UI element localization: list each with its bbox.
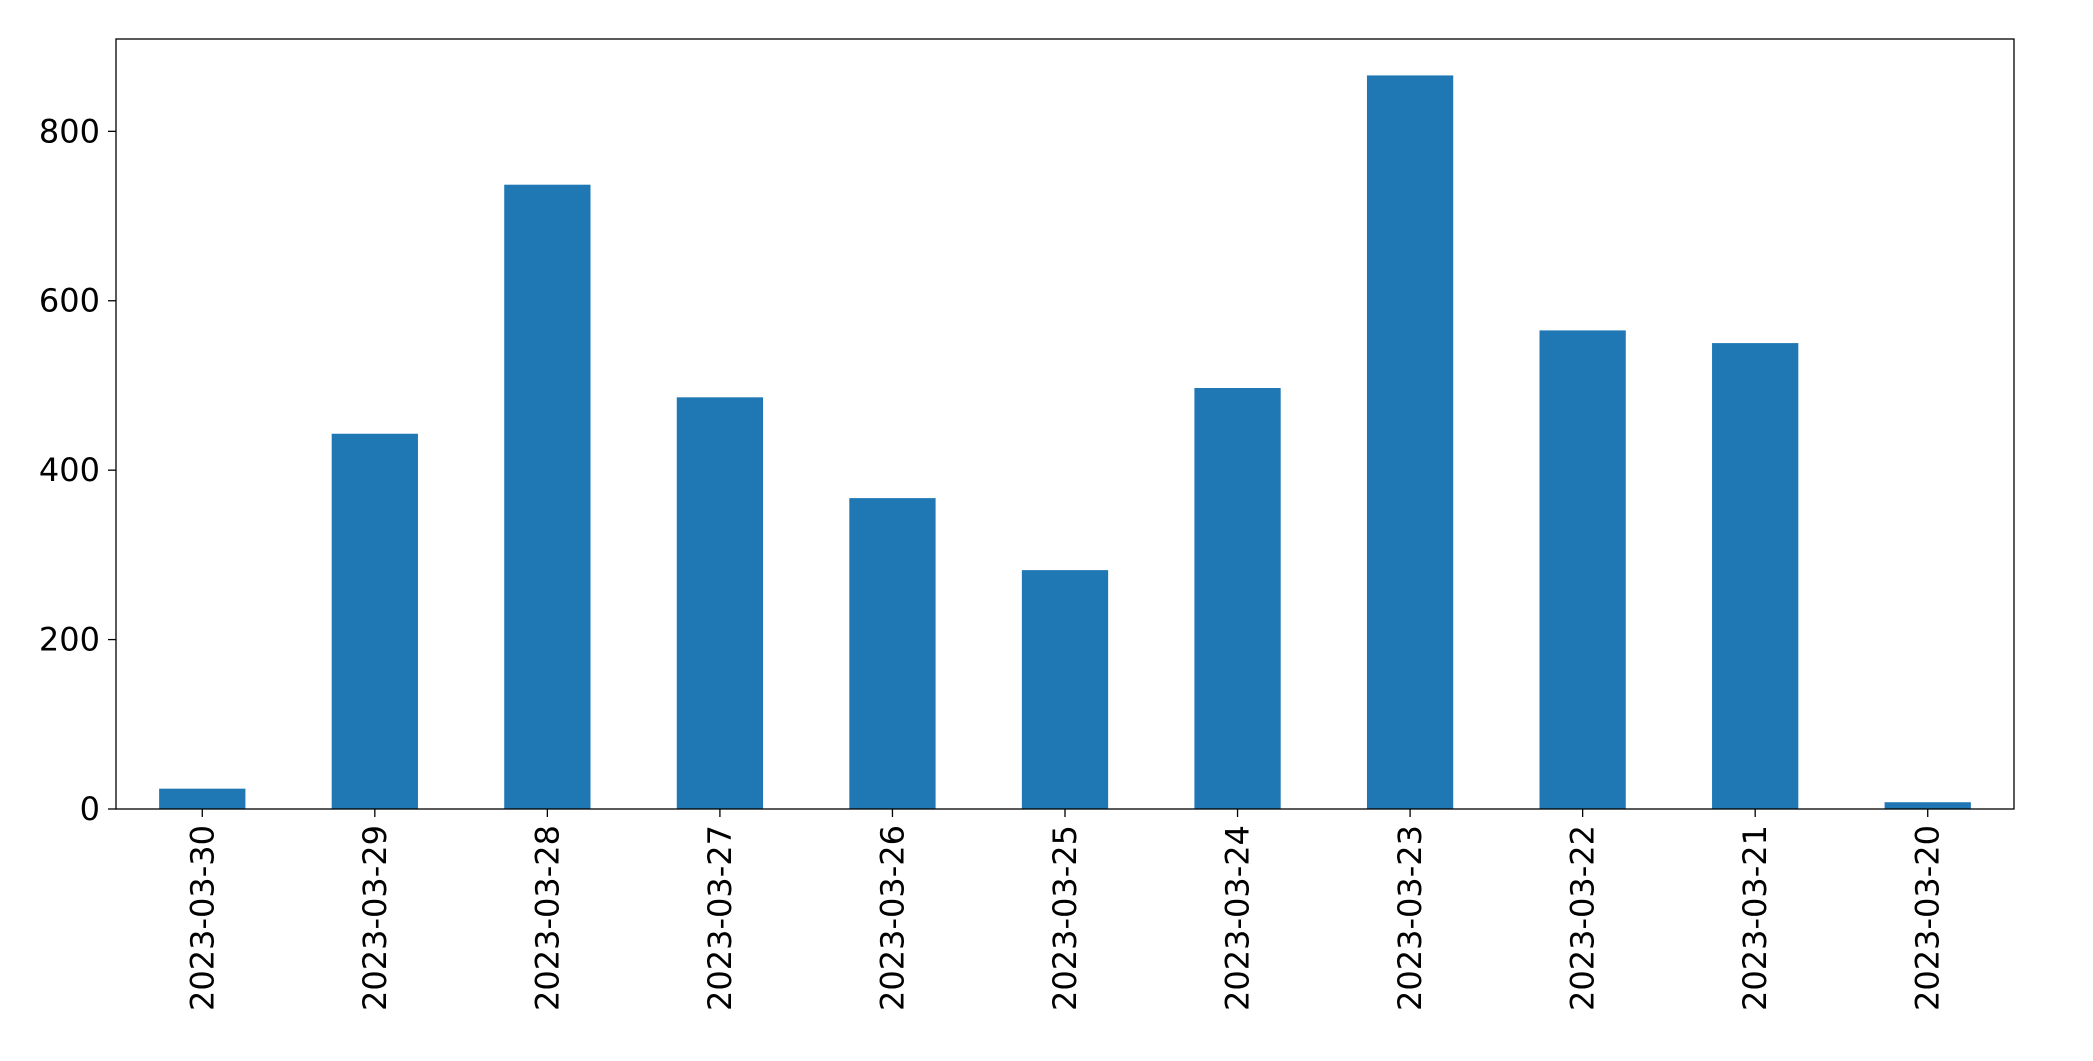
bar: [504, 184, 591, 810]
x-tick-label: 2023-03-30: [183, 825, 221, 1011]
bar: [1884, 802, 1971, 809]
bar: [676, 397, 764, 809]
bar: [1021, 570, 1109, 809]
y-tick-label: 200: [39, 621, 100, 659]
bar: [331, 433, 418, 809]
bar: [1712, 343, 1799, 809]
x-tick-label: 2023-03-22: [1564, 825, 1602, 1011]
bar: [849, 498, 936, 809]
x-tick-label: 2023-03-26: [873, 825, 911, 1011]
x-tick-label: 2023-03-27: [701, 825, 739, 1011]
bar: [1539, 330, 1626, 809]
y-tick-label: 800: [39, 112, 100, 150]
y-tick-label: 600: [39, 282, 100, 320]
x-tick-label: 2023-03-29: [356, 825, 394, 1011]
x-tick-label: 2023-03-20: [1909, 825, 1947, 1011]
bar: [1194, 387, 1281, 809]
x-tick-label: 2023-03-24: [1219, 825, 1257, 1011]
bar: [159, 788, 246, 809]
x-tick-label: 2023-03-25: [1046, 825, 1084, 1011]
bar: [1366, 75, 1454, 810]
x-tick-label: 2023-03-21: [1736, 825, 1774, 1011]
y-tick-label: 400: [39, 451, 100, 489]
x-tick-label: 2023-03-28: [528, 825, 566, 1011]
y-tick-label: 0: [80, 790, 100, 828]
x-tick-label: 2023-03-23: [1391, 825, 1429, 1011]
